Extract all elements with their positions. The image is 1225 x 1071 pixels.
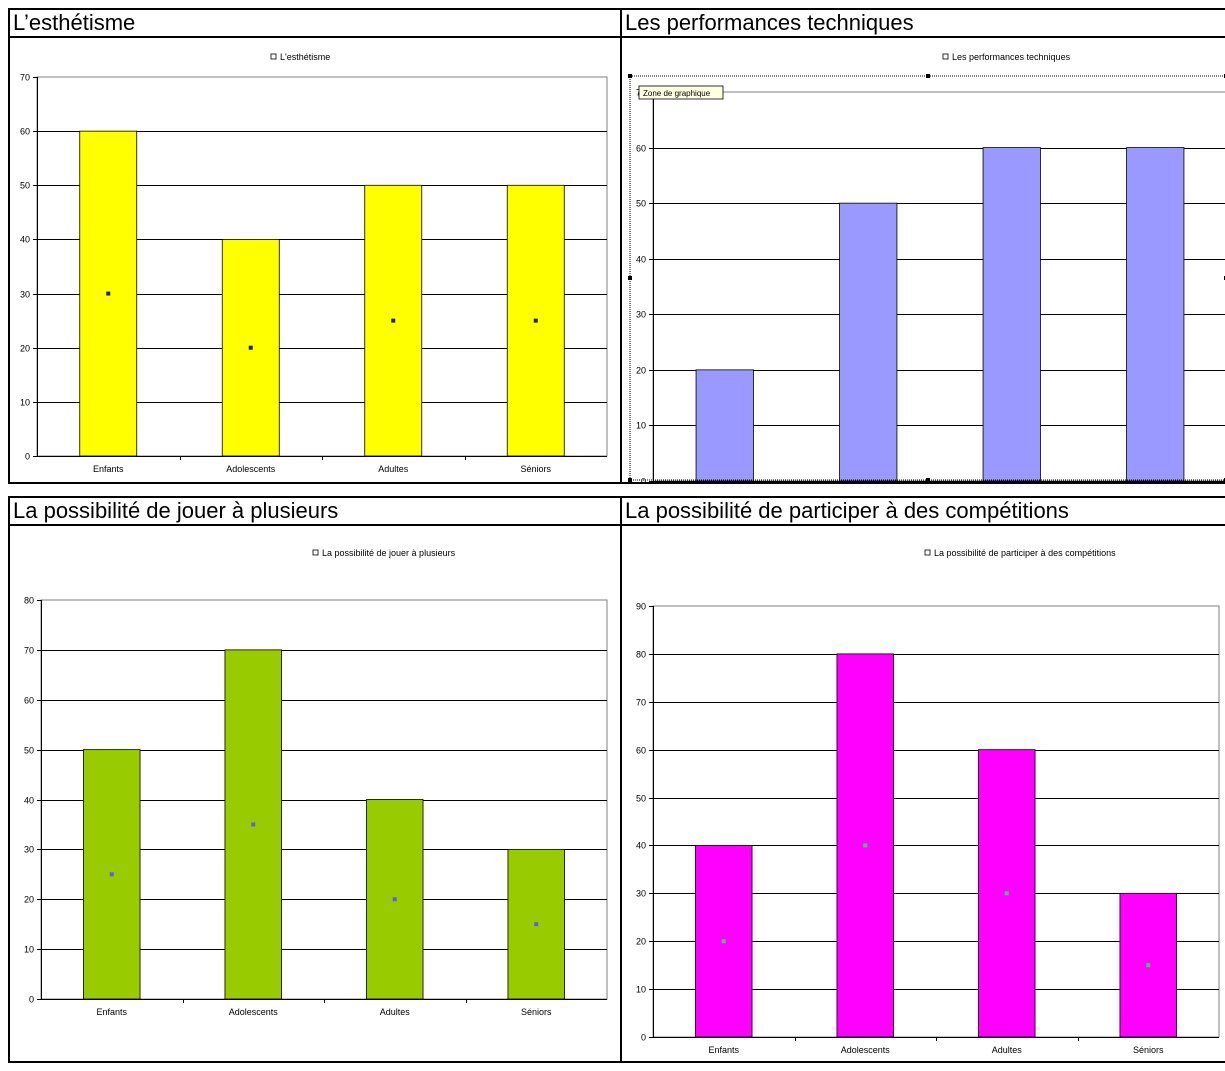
y-tick-label: 30 [636, 889, 646, 899]
y-tick-label: 0 [25, 452, 30, 462]
chart-competitions[interactable]: 0 10 20 30 40 50 60 70 80 90 Enfants Adolescents Adu… [622, 526, 1225, 1061]
y-tick-label: 40 [636, 255, 646, 265]
selection-handle [926, 74, 930, 78]
selection-handle [628, 74, 632, 78]
bar-category-4 [1126, 147, 1185, 481]
selection-handle [926, 478, 930, 481]
y-tick-label: 50 [636, 199, 646, 209]
legend-label: La possibilité de participer à des compé… [934, 548, 1116, 558]
x-tick-label: Adultes [992, 1045, 1023, 1055]
y-tick-label: 60 [24, 696, 34, 706]
y-tick-label: 40 [24, 796, 34, 806]
data-marker [248, 345, 253, 350]
x-tick-label: Enfants [93, 464, 124, 474]
x-tick-label: Séniors [520, 464, 551, 474]
y-tick-label: 70 [24, 646, 34, 656]
title-competitions: La possibilité de participer à des compé… [620, 496, 1225, 526]
tooltip-box [638, 85, 724, 100]
x-tick-label: Séniors [1133, 1045, 1164, 1055]
data-marker [392, 897, 397, 902]
y-tick-label: 0 [29, 995, 34, 1005]
data-marker [106, 291, 111, 296]
selection-handle [628, 276, 632, 280]
y-tick-label: 80 [24, 596, 34, 606]
chart-jouer-plusieurs[interactable]: 0 10 20 30 40 50 60 70 80 Enfants Adolescents Adult… [10, 526, 621, 1061]
y-tick-label: 10 [24, 945, 34, 955]
legend-swatch [942, 53, 949, 60]
data-marker [251, 822, 256, 827]
y-tick-label: 0 [641, 477, 646, 483]
data-marker [721, 939, 726, 944]
charts-table-top: L’esthétisme Les performances techniques… [8, 8, 1225, 484]
y-tick-label: 50 [20, 181, 30, 191]
chart-cell-competitions[interactable]: 0 10 20 30 40 50 60 70 80 90 Enfants Adolescents Adu… [620, 524, 1225, 1063]
title-jouer-plusieurs: La possibilité de jouer à plusieurs [8, 496, 622, 526]
y-tick-label: 30 [20, 290, 30, 300]
y-tick-label: 30 [636, 310, 646, 320]
y-tick-label: 20 [636, 366, 646, 376]
legend-swatch [924, 549, 931, 556]
legend-label: Les performances techniques [952, 52, 1071, 62]
legend-swatch [270, 53, 277, 60]
bar-category-2 [839, 202, 898, 481]
y-tick-label: 90 [636, 602, 646, 612]
y-tick-label: 10 [636, 985, 646, 995]
y-tick-label: 60 [636, 144, 646, 154]
charts-table-bottom: La possibilité de jouer à plusieurs La p… [8, 496, 1225, 1063]
y-tick-label: 60 [20, 127, 30, 137]
y-tick-label: 60 [636, 746, 646, 756]
bar-enfants [695, 845, 753, 1038]
tooltip-text: Zone de graphique [643, 89, 711, 98]
y-tick-label: 10 [20, 398, 30, 408]
data-marker [1004, 891, 1009, 896]
x-tick-label: Adolescents [229, 1007, 279, 1017]
y-tick-label: 50 [24, 746, 34, 756]
bar-category-3 [982, 147, 1041, 481]
x-tick-label: Adultes [378, 464, 409, 474]
y-tick-label: 70 [636, 698, 646, 708]
x-tick-label: Adultes [380, 1007, 411, 1017]
data-marker [863, 843, 868, 848]
x-tick-label: Adolescents [226, 464, 276, 474]
x-tick-label: Enfants [708, 1045, 739, 1055]
y-tick-label: 30 [24, 845, 34, 855]
data-marker [534, 922, 539, 927]
title-esthetisme: L’esthétisme [8, 8, 622, 38]
bar-category-1 [695, 369, 754, 481]
title-performances: Les performances techniques [620, 8, 1225, 38]
y-tick-label: 20 [20, 344, 30, 354]
x-tick-label: Séniors [521, 1007, 552, 1017]
y-tick-label: 40 [636, 841, 646, 851]
chart-cell-esthetisme[interactable]: 0 10 20 30 40 50 60 70 Enfants Adolescents Adultes… [8, 36, 622, 484]
x-tick-label: Adolescents [841, 1045, 891, 1055]
y-tick-label: 10 [636, 421, 646, 431]
chart-esthetisme[interactable]: 0 10 20 30 40 50 60 70 Enfants Adolescents Adultes… [10, 38, 621, 482]
legend-label: La possibilité de jouer à plusieurs [322, 548, 456, 558]
data-marker [1146, 963, 1151, 968]
y-tick-label: 50 [636, 794, 646, 804]
data-marker [391, 318, 396, 323]
chart-cell-jouer-plusieurs[interactable]: 0 10 20 30 40 50 60 70 80 Enfants Adolescents Adult… [8, 524, 622, 1063]
y-tick-label: 70 [20, 73, 30, 83]
chart-performances[interactable]: 010203040506070Les performances techniqu… [622, 38, 1225, 482]
data-marker [533, 318, 538, 323]
y-tick-label: 0 [641, 1033, 646, 1043]
y-tick-label: 40 [20, 235, 30, 245]
y-tick-label: 20 [24, 895, 34, 905]
y-tick-label: 80 [636, 650, 646, 660]
x-tick-label: Enfants [96, 1007, 127, 1017]
data-marker [109, 872, 114, 877]
selection-handle [628, 478, 632, 481]
chart-cell-performances[interactable]: 010203040506070Les performances techniqu… [620, 36, 1225, 484]
legend-label: L'esthétisme [280, 52, 330, 62]
legend-swatch [312, 549, 319, 556]
y-tick-label: 20 [636, 937, 646, 947]
